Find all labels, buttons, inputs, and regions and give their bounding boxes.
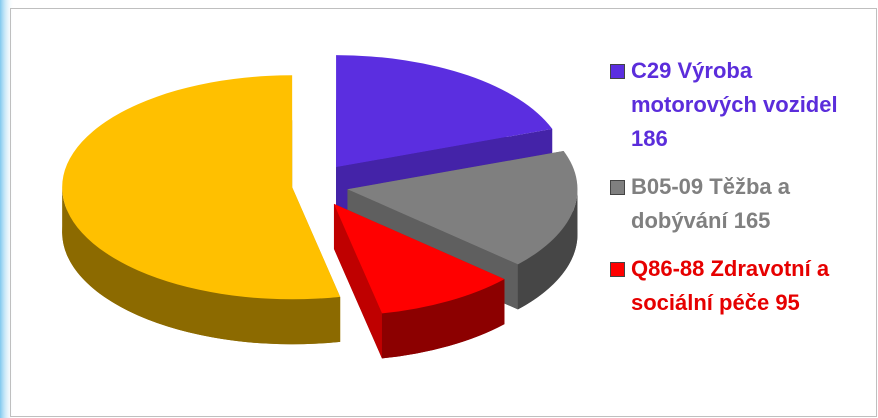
legend-swatch [610,262,625,277]
slice-edge [333,203,382,359]
slice-wall [62,187,341,345]
slice-top [336,55,553,168]
slice [333,203,505,359]
legend-swatch [610,64,625,79]
legend-entry: C29 Výroba motorových vozidel 186 [610,54,872,156]
legend-value: 186 [631,126,668,151]
slice-top [62,75,341,300]
pie [62,55,578,359]
frame-edge [0,0,14,418]
legend: C29 Výroba motorových vozidel 186 B05-09 … [610,54,872,334]
legend-entry: B05-09 Těžba a dobývání 165 [610,170,872,238]
slice-wall [381,279,505,359]
slice-wall [517,189,578,310]
frame [10,8,877,417]
slice-top [333,203,505,314]
legend-label: Q86-88 Zdravotní a sociální péče 95 [631,252,872,320]
legend-value: 95 [775,290,800,315]
legend-label: C29 Výroba motorových vozidel 186 [631,54,872,156]
slice [62,75,341,345]
legend-label: B05-09 Těžba a dobývání 165 [631,170,872,238]
legend-name: C29 Výroba motorových vozidel [631,58,838,117]
legend-name: Q86-88 Zdravotní a sociální péče [631,256,830,315]
slice-top [347,150,578,265]
legend-swatch [610,180,625,195]
legend-entry: Q86-88 Zdravotní a sociální péče 95 [610,252,872,320]
legend-value: 165 [733,208,771,233]
legend-name: B05-09 Těžba a dobývání [631,174,790,233]
